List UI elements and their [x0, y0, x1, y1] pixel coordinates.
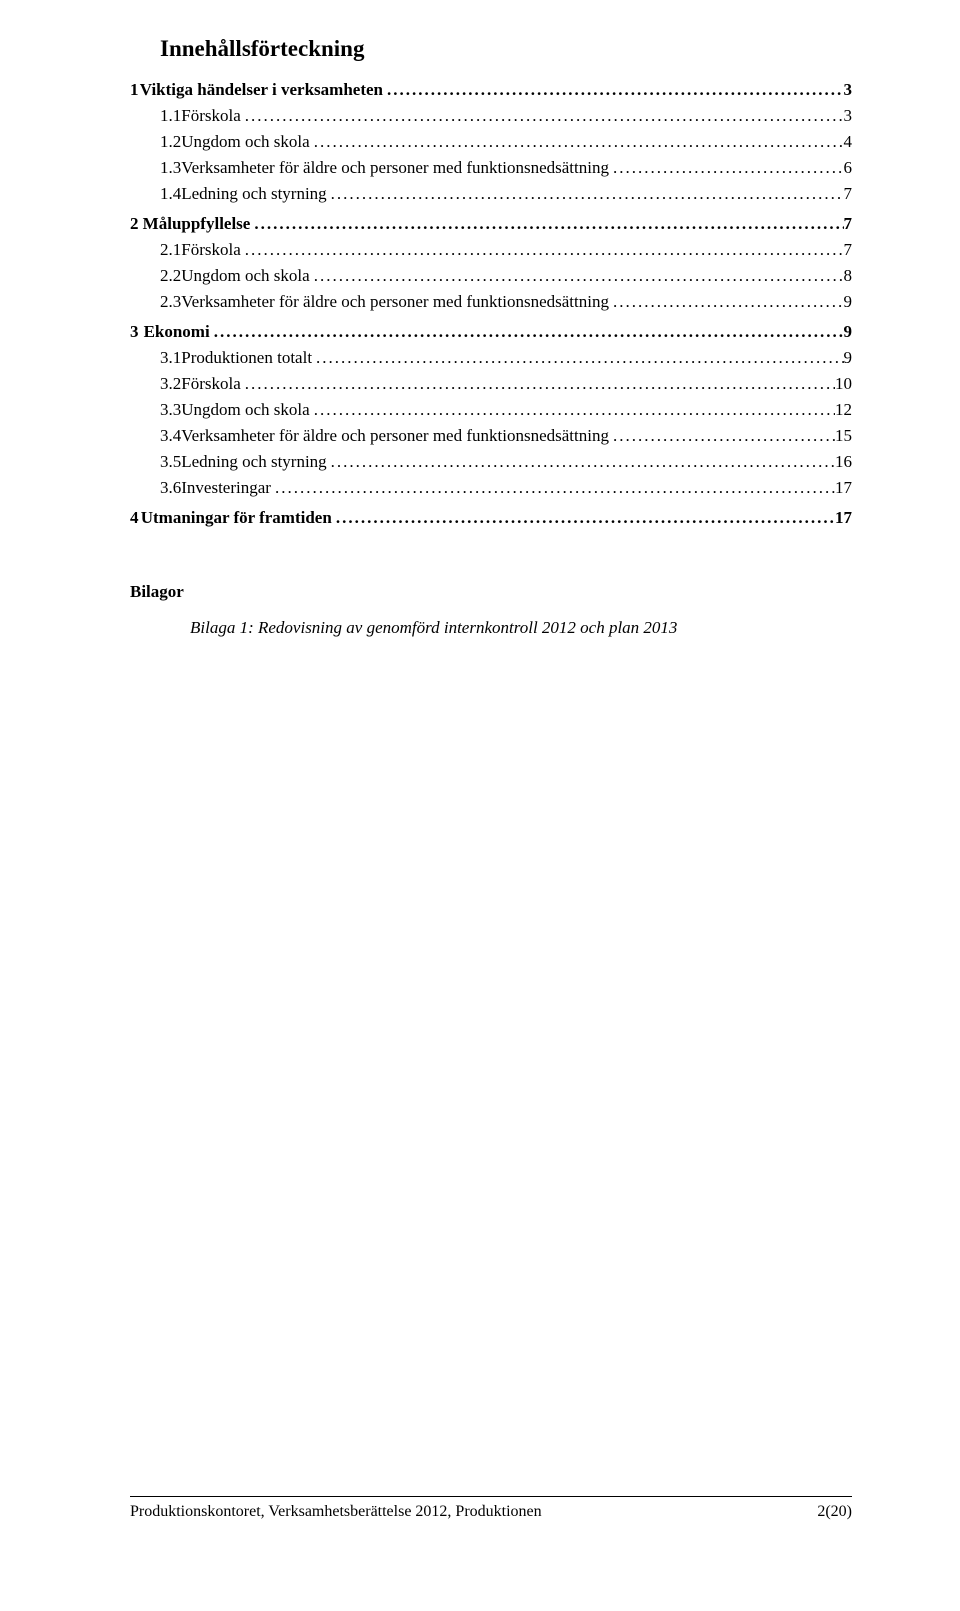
toc-entry: 3.5 Ledning och styrning 16 — [130, 452, 852, 472]
toc-number: 3.6 — [160, 478, 181, 498]
toc-leader — [310, 266, 844, 286]
toc-page: 6 — [844, 158, 853, 178]
toc-number: 1.4 — [160, 184, 181, 204]
toc-page: 9 — [844, 322, 853, 342]
toc-entry: 1.3 Verksamheter för äldre och personer … — [130, 158, 852, 178]
toc-label: Produktionen totalt — [181, 348, 312, 368]
toc-number: 4 — [130, 508, 141, 528]
toc-label: Ungdom och skola — [181, 400, 309, 420]
toc-number: 3.5 — [160, 452, 181, 472]
toc-label: Verksamheter för äldre och personer med … — [181, 292, 609, 312]
toc-label: Ungdom och skola — [181, 266, 309, 286]
toc-number: 3.1 — [160, 348, 181, 368]
toc-label: Förskola — [181, 240, 241, 260]
toc-label: Verksamheter för äldre och personer med … — [181, 426, 609, 446]
toc-leader — [241, 240, 844, 260]
toc-page: 12 — [835, 400, 852, 420]
toc-label: Ungdom och skola — [181, 132, 309, 152]
toc-page: 7 — [844, 184, 853, 204]
appendix-item: Bilaga 1: Redovisning av genomförd inter… — [130, 618, 852, 638]
toc-label: Förskola — [181, 106, 241, 126]
toc-leader — [241, 374, 835, 394]
toc-label: Viktiga händelser i verksamheten — [140, 80, 383, 100]
toc-label: Ledning och styrning — [181, 452, 326, 472]
toc-entry: 3.6 Investeringar 17 — [130, 478, 852, 498]
toc-entry: 2.3 Verksamheter för äldre och personer … — [130, 292, 852, 312]
toc-leader — [312, 348, 843, 368]
toc-title: Innehållsförteckning — [160, 36, 852, 62]
toc-list: 1 Viktiga händelser i verksamheten 3 1.1… — [130, 80, 852, 528]
toc-leader — [609, 426, 835, 446]
toc-page: 3 — [844, 106, 853, 126]
toc-entry: 1.2 Ungdom och skola 4 — [130, 132, 852, 152]
toc-leader — [327, 452, 835, 472]
toc-leader — [383, 80, 844, 100]
toc-entry: 2.1 Förskola 7 — [130, 240, 852, 260]
toc-number: 1 — [130, 80, 140, 100]
page-content: Innehållsförteckning 1 Viktiga händelser… — [0, 0, 960, 638]
toc-entry: 1 Viktiga händelser i verksamheten 3 — [130, 80, 852, 100]
toc-entry: 2.2 Ungdom och skola 8 — [130, 266, 852, 286]
toc-page: 17 — [835, 508, 852, 528]
toc-page: 4 — [844, 132, 853, 152]
toc-entry: 3.3 Ungdom och skola 12 — [130, 400, 852, 420]
toc-label: Måluppfyllelse — [143, 214, 251, 234]
toc-entry: 3.2 Förskola 10 — [130, 374, 852, 394]
toc-entry: 4 Utmaningar för framtiden 17 — [130, 508, 852, 528]
toc-label: Ekonomi — [144, 322, 210, 342]
toc-number: 3.3 — [160, 400, 181, 420]
toc-label: Förskola — [181, 374, 241, 394]
toc-number: 1.3 — [160, 158, 181, 178]
toc-page: 16 — [835, 452, 852, 472]
toc-leader — [210, 322, 844, 342]
toc-entry: 3.4 Verksamheter för äldre och personer … — [130, 426, 852, 446]
appendix-section: Bilagor Bilaga 1: Redovisning av genomfö… — [130, 582, 852, 638]
toc-label: Utmaningar för framtiden — [141, 508, 332, 528]
toc-leader — [271, 478, 835, 498]
toc-page: 17 — [835, 478, 852, 498]
toc-number: 3.2 — [160, 374, 181, 394]
toc-leader — [310, 400, 835, 420]
toc-label: Verksamheter för äldre och personer med … — [181, 158, 609, 178]
toc-page: 9 — [844, 292, 853, 312]
toc-page: 3 — [844, 80, 853, 100]
toc-leader — [609, 292, 844, 312]
toc-number: 3.4 — [160, 426, 181, 446]
page-footer: Produktionskontoret, Verksamhetsberättel… — [0, 1496, 960, 1521]
toc-entry: 1.4 Ledning och styrning 7 — [130, 184, 852, 204]
toc-leader — [332, 508, 835, 528]
toc-page: 15 — [835, 426, 852, 446]
toc-page: 10 — [835, 374, 852, 394]
toc-entry: 3 Ekonomi 9 — [130, 322, 852, 342]
toc-leader — [609, 158, 844, 178]
toc-number: 2 — [130, 214, 143, 234]
toc-label: Ledning och styrning — [181, 184, 326, 204]
footer-left-text: Produktionskontoret, Verksamhetsberättel… — [130, 1503, 542, 1521]
footer-rule — [130, 1496, 852, 1497]
toc-leader — [241, 106, 844, 126]
toc-number: 1.1 — [160, 106, 181, 126]
toc-entry: 2 Måluppfyllelse 7 — [130, 214, 852, 234]
appendix-heading: Bilagor — [130, 582, 852, 602]
toc-number: 2.3 — [160, 292, 181, 312]
toc-leader — [250, 214, 843, 234]
toc-page: 9 — [844, 348, 853, 368]
toc-page: 7 — [844, 240, 853, 260]
toc-number: 1.2 — [160, 132, 181, 152]
footer-page-number: 2(20) — [817, 1503, 852, 1521]
toc-entry: 1.1 Förskola 3 — [130, 106, 852, 126]
toc-number: 2.2 — [160, 266, 181, 286]
toc-leader — [327, 184, 844, 204]
toc-label: Investeringar — [181, 478, 271, 498]
toc-page: 8 — [844, 266, 853, 286]
toc-entry: 3.1 Produktionen totalt 9 — [130, 348, 852, 368]
toc-number: 3 — [130, 322, 144, 342]
toc-number: 2.1 — [160, 240, 181, 260]
toc-leader — [310, 132, 844, 152]
toc-page: 7 — [844, 214, 853, 234]
